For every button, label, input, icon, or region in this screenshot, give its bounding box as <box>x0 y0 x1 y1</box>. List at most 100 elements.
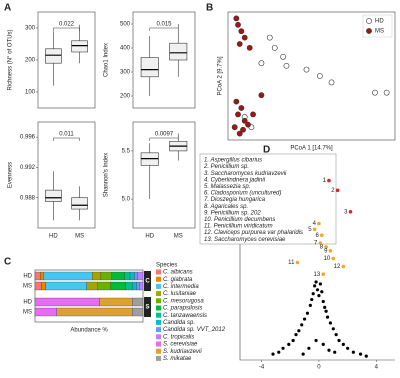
point <box>316 73 323 79</box>
point <box>321 342 325 346</box>
facet-strip <box>144 271 151 291</box>
point <box>246 44 253 51</box>
bar-segment <box>111 271 125 281</box>
legend-label: S. mikatae <box>163 356 192 362</box>
legend-label: C. albicans <box>163 270 193 276</box>
y-axis-label: Richness (N° of OTUs) <box>8 29 14 90</box>
y-tick-label: 200 <box>25 58 36 64</box>
point <box>303 66 310 73</box>
point <box>311 292 315 296</box>
point <box>287 342 291 346</box>
bar-segment <box>136 281 140 291</box>
x-tick-label: HD <box>49 234 58 240</box>
point <box>337 338 341 343</box>
legend-label: C. lusitaniae <box>163 291 197 297</box>
y-tick-label: 5.5 <box>122 148 131 154</box>
legend-swatch <box>156 312 161 318</box>
x-tick-label: 0 <box>317 365 321 371</box>
highlight-point <box>328 249 333 253</box>
species-list-item: 13. Saccharomyces cerevisiae <box>204 237 286 243</box>
legend-title: Species <box>156 263 177 269</box>
facet-strip <box>144 297 151 317</box>
bar-segment <box>34 271 41 281</box>
bar-segment <box>56 307 133 317</box>
highlight-point <box>295 260 300 265</box>
legend-swatch <box>156 269 161 275</box>
legend-label: C. mesorugosa <box>163 298 204 304</box>
point <box>327 348 331 352</box>
bar-segment <box>129 271 135 281</box>
bar-segment <box>110 281 126 291</box>
highlight-label: 13 <box>314 272 321 278</box>
point <box>266 34 273 41</box>
point <box>233 15 240 22</box>
y-tick-label: 500 <box>120 22 131 28</box>
highlight-label: 8 <box>320 244 324 250</box>
highlight-point <box>335 188 340 193</box>
point <box>321 299 325 304</box>
y-tick-label: MS <box>23 310 32 316</box>
point <box>236 41 243 47</box>
highlight-label: 10 <box>324 256 331 262</box>
p-value: 0.0097 <box>155 132 174 138</box>
highlight-point <box>320 233 324 237</box>
point <box>308 303 312 307</box>
plot-frame <box>37 121 96 229</box>
species-list-item: 11. Penicillium viridicatum <box>204 224 273 230</box>
point <box>320 290 324 294</box>
point <box>236 130 243 137</box>
point <box>305 311 310 315</box>
legend-label: C. glabrata <box>163 277 193 283</box>
species-list-item: 12. Claviceps purpurea var phalaridis <box>204 230 303 236</box>
facet-label: S <box>145 305 149 311</box>
panel-letter: C <box>4 257 11 268</box>
highlight-label: 11 <box>288 260 295 266</box>
legend-swatch <box>156 283 161 289</box>
point <box>297 329 301 333</box>
legend-marker <box>366 28 372 34</box>
point <box>302 317 307 321</box>
highlight-point <box>327 178 331 183</box>
bar-segment <box>124 271 131 281</box>
point <box>333 350 337 354</box>
point <box>300 323 304 327</box>
point <box>231 124 238 131</box>
point <box>283 62 290 69</box>
point <box>291 338 295 343</box>
x-tick-label: MS <box>75 234 84 240</box>
legend-label: S. kudriavzevii <box>163 349 202 355</box>
species-list-item: 5. Malassezia sp. <box>204 184 250 190</box>
bar-segment <box>34 281 42 291</box>
point <box>271 352 275 356</box>
bar-segment <box>40 271 44 281</box>
x-axis-label: PCoA 1 [14.7%] <box>290 146 333 152</box>
box <box>71 40 88 53</box>
point <box>313 284 317 288</box>
legend-marker <box>366 18 372 24</box>
y-tick-label: 0.988 <box>20 195 36 201</box>
legend-swatch <box>156 305 161 311</box>
legend-swatch <box>156 341 161 347</box>
bar-segment <box>132 297 144 307</box>
panel-letter: A <box>4 3 11 14</box>
legend-swatch <box>156 276 161 282</box>
species-list-item: 3. Saccharomyces kudriavzevii <box>204 171 287 177</box>
highlight-point <box>312 227 317 232</box>
highlight-point <box>348 210 353 214</box>
y-tick-label: 100 <box>25 90 36 96</box>
y-axis-label: Evenness <box>8 162 14 188</box>
point <box>323 305 327 309</box>
species-list-item: 9. Penicillium sp. 202 <box>204 210 261 216</box>
y-axis-label: Chao1 Index <box>104 43 110 77</box>
box <box>140 57 159 78</box>
bar-segment <box>99 297 133 307</box>
bar-segment <box>137 271 144 281</box>
highlight-label: 3 <box>344 209 348 215</box>
point <box>238 28 245 35</box>
highlight-point <box>341 264 346 269</box>
legend-label: Candida sp. VVT_2012 <box>163 327 226 333</box>
y-tick-label: 300 <box>25 26 36 32</box>
legend-label: C. intermedia <box>163 284 199 290</box>
legend-label: C. parapsilosis <box>163 306 202 312</box>
